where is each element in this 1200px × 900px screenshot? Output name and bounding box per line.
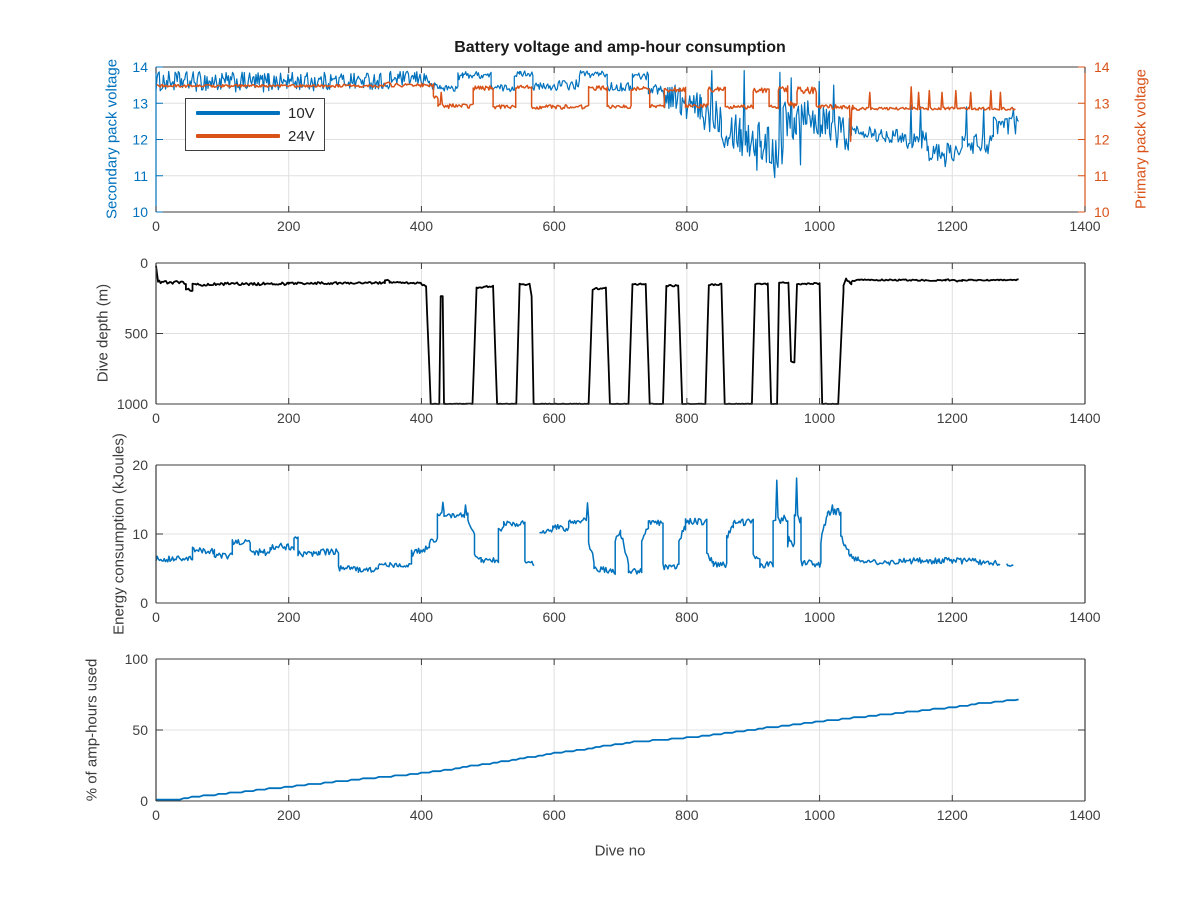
x-tick-label: 1200: [937, 410, 968, 426]
x-tick-label: 400: [410, 609, 434, 625]
y-tick-label-left: 1000: [117, 396, 148, 412]
left-axis-label-secondary-pack-voltage: Secondary pack voltage: [103, 58, 121, 220]
x-tick-label: 800: [675, 807, 699, 823]
series-depth-line: [155, 265, 1019, 405]
x-axis-label-dive-no: Dive no: [594, 842, 646, 860]
legend-line-24v: [196, 134, 280, 138]
x-tick-label: 200: [277, 410, 301, 426]
legend-line-10v: [196, 111, 280, 115]
y-tick-label-left: 100: [125, 651, 149, 667]
x-tick-label: 800: [675, 410, 699, 426]
x-tick-label: 1400: [1069, 609, 1100, 625]
y-tick-label-left: 10: [132, 204, 148, 220]
x-tick-label: 400: [410, 807, 434, 823]
y-tick-label-left: 50: [132, 722, 148, 738]
legend-box: 10V 24V: [185, 98, 325, 151]
x-tick-label: 1400: [1069, 218, 1100, 234]
y-tick-label-right: 11: [1094, 168, 1109, 184]
x-tick-label: 200: [277, 218, 301, 234]
x-tick-label: 200: [277, 609, 301, 625]
x-tick-label: 0: [152, 410, 160, 426]
x-tick-label: 1200: [937, 609, 968, 625]
x-tick-label: 1000: [804, 807, 835, 823]
legend-label-10v: 10V: [288, 104, 315, 122]
legend-label-24v: 24V: [288, 127, 315, 145]
x-tick-label: 400: [410, 410, 434, 426]
y-tick-label-right: 13: [1094, 95, 1110, 111]
legend-entry-24v: 24V: [186, 125, 324, 147]
y-tick-label-left: 12: [132, 132, 148, 148]
x-tick-label: 0: [152, 609, 160, 625]
y-tick-label-left: 0: [140, 595, 148, 611]
y-tick-label-right: 10: [1094, 204, 1110, 220]
x-tick-label: 1000: [804, 609, 835, 625]
series-10V-line: [155, 70, 1020, 179]
x-tick-label: 600: [542, 807, 566, 823]
x-tick-label: 1000: [804, 218, 835, 234]
x-tick-label: 1400: [1069, 807, 1100, 823]
series-energy-line: [155, 477, 1014, 576]
y-tick-label-right: 12: [1094, 132, 1110, 148]
y-tick-label-left: 14: [132, 59, 148, 75]
x-tick-label: 400: [410, 218, 434, 234]
y-tick-label-left: 0: [140, 255, 148, 271]
axis-label-pct-amp-hours: % of amp-hours used: [83, 658, 101, 802]
legend-entry-10v: 10V: [186, 102, 324, 124]
y-tick-label-left: 20: [132, 457, 148, 473]
x-tick-label: 1200: [937, 218, 968, 234]
series-24V-line: [155, 81, 1016, 143]
x-tick-label: 1000: [804, 410, 835, 426]
x-tick-label: 800: [675, 609, 699, 625]
axis-label-dive-depth: Dive depth (m): [94, 283, 112, 383]
x-tick-label: 0: [152, 218, 160, 234]
axis-label-energy-consumption: Energy consumption (kJoules): [110, 433, 128, 635]
x-tick-label: 200: [277, 807, 301, 823]
x-tick-label: 600: [542, 410, 566, 426]
x-tick-label: 600: [542, 218, 566, 234]
x-tick-label: 600: [542, 609, 566, 625]
x-tick-label: 0: [152, 807, 160, 823]
y-tick-label-right: 14: [1094, 59, 1110, 75]
right-axis-label-primary-pack-voltage: Primary pack voltage: [1132, 68, 1150, 210]
y-tick-label-left: 500: [125, 326, 149, 342]
y-tick-label-left: 10: [132, 526, 148, 542]
x-tick-label: 1200: [937, 807, 968, 823]
series-pct-amp-hours-line: [156, 698, 1019, 801]
y-tick-label-left: 11: [133, 168, 148, 184]
x-tick-label: 800: [675, 218, 699, 234]
y-tick-label-left: 13: [132, 95, 148, 111]
y-tick-label-left: 0: [140, 793, 148, 809]
x-tick-label: 1400: [1069, 410, 1100, 426]
chart-title: Battery voltage and amp-hour consumption: [454, 39, 786, 56]
